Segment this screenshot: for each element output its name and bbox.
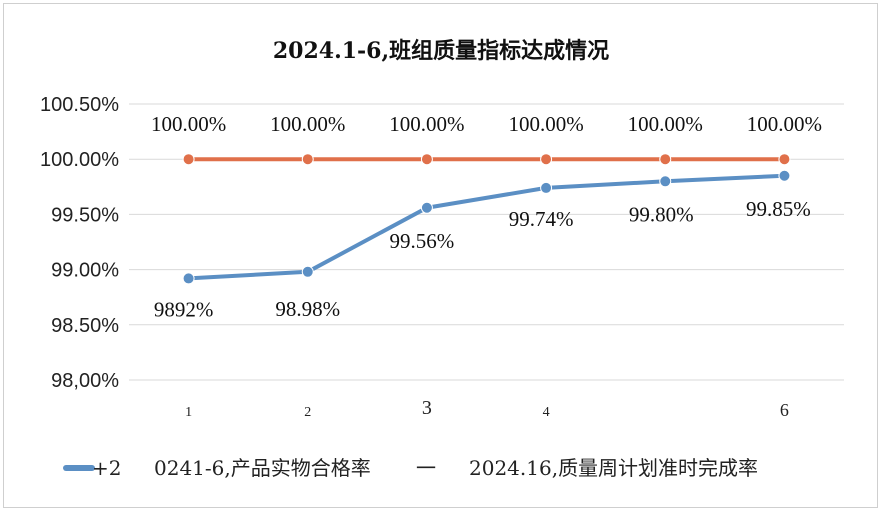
data-point [540, 181, 553, 194]
data-point [778, 153, 791, 166]
data-label: 99.85% [746, 197, 811, 221]
series-line [186, 173, 787, 281]
y-tick-label: 100.50% [40, 94, 119, 116]
data-label: 100.00% [389, 112, 464, 136]
data-point [778, 169, 791, 182]
y-axis: 100.50% 100.00% 99.50% 99.00% 98.50% 98,00% [40, 94, 119, 392]
y-tick-label: 98,00% [51, 370, 119, 392]
data-label: 100.00% [508, 112, 583, 136]
y-tick-label: 98.50% [51, 315, 119, 337]
legend-label-2: 2024.16,质量周计划准时完成率 [469, 456, 758, 480]
data-point [659, 175, 672, 188]
data-point [182, 272, 195, 285]
chart-title: 2024.1-6,班组质量指标达成情况 [273, 38, 609, 64]
x-axis: 1 2 3 4 6 [185, 397, 789, 420]
x-tick-label: 1 [185, 405, 192, 420]
y-tick-label: 99.50% [51, 204, 119, 226]
data-point [540, 153, 553, 166]
data-point [182, 153, 195, 166]
data-label: 98.98% [275, 297, 340, 321]
data-point [420, 201, 433, 214]
y-tick-label: 99.00% [51, 260, 119, 282]
legend-prefix-1: +2 [92, 456, 121, 480]
series-layer: 9892% 98.98% 99.56% 99.74% 99.80% 99.85% 100.0… [151, 112, 822, 321]
data-label: 100.00% [747, 112, 822, 136]
x-tick-label: 4 [543, 405, 550, 420]
series-2: 100.00% 100.00% 100.00% 100.00% 100.00% 100.0… [151, 112, 822, 166]
data-label: 100.00% [270, 112, 345, 136]
data-label: 99.74% [509, 207, 574, 231]
data-label: 99.56% [390, 229, 455, 253]
series-1: 9892% 98.98% 99.56% 99.74% 99.80% 99.85% [154, 169, 811, 321]
data-label: 9892% [154, 297, 214, 321]
data-point [301, 153, 314, 166]
data-point [659, 153, 672, 166]
x-tick-label: 2 [304, 405, 311, 420]
legend-swatch-2: 一 [416, 456, 436, 480]
data-point [301, 265, 314, 278]
data-label: 99.80% [629, 202, 694, 226]
gridlines [129, 103, 844, 381]
y-tick-label: 100.00% [40, 149, 119, 171]
legend: +2 0241-6,产品实物合格率 一 2024.16,质量周计划准时完成率 [63, 456, 758, 480]
chart-frame: 2024.1-6,班组质量指标达成情况 100.50% 100.00% 99.50%… [3, 3, 878, 508]
data-label: 100.00% [151, 112, 226, 136]
data-label: 100.00% [628, 112, 703, 136]
x-tick-label: 6 [780, 400, 789, 420]
data-point [420, 153, 433, 166]
legend-label-1: 0241-6,产品实物合格率 [154, 456, 371, 480]
x-tick-label: 3 [422, 397, 432, 419]
line-chart: 2024.1-6,班组质量指标达成情况 100.50% 100.00% 99.50%… [40, 38, 844, 480]
